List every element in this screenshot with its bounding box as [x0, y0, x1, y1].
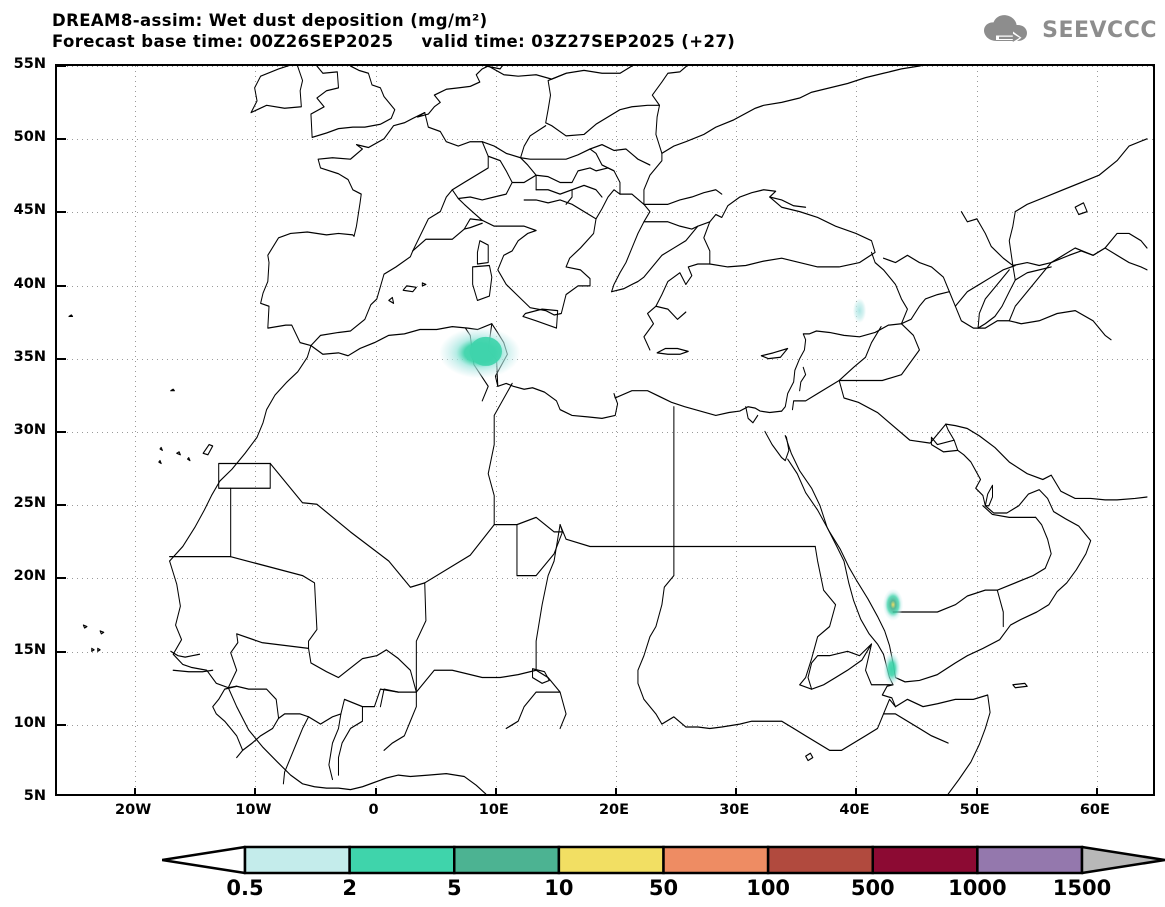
map-geography — [68, 66, 1148, 794]
chart-header: DREAM8-assim: Wet dust deposition (mg/m²… — [52, 10, 735, 52]
gridline-horizontal — [57, 139, 1153, 141]
seevccc-logo: SEEVCCC — [983, 14, 1157, 46]
x-tick-label: 40E — [839, 802, 870, 818]
y-tick-label: 20N — [13, 568, 46, 585]
colorbar-tick-label: 5 — [446, 876, 462, 900]
gridline-horizontal — [57, 505, 1153, 507]
gridline-vertical — [856, 66, 858, 794]
colorbar-tick-label: 500 — [850, 876, 895, 900]
colorbar-over-arrow[interactable] — [1080, 845, 1165, 875]
y-tick-label: 25N — [13, 495, 46, 512]
colorbar-swatches[interactable] — [162, 845, 1165, 875]
gridline-vertical — [616, 66, 618, 794]
tick-left — [57, 504, 66, 507]
y-tick-label: 15N — [13, 641, 46, 658]
chart-title: DREAM8-assim: Wet dust deposition (mg/m²… — [52, 11, 488, 30]
gridline-horizontal — [57, 212, 1153, 214]
y-tick-label: 40N — [13, 275, 46, 292]
colorbar-block-8[interactable] — [976, 845, 1084, 875]
y-tick-label: 10N — [13, 714, 46, 731]
chart-subtitle: Forecast base time: 00Z26SEP2025 valid ti… — [52, 31, 735, 52]
y-tick-label: 55N — [13, 56, 46, 72]
plume-yemen-south — [883, 652, 901, 686]
coastlines-and-borders — [68, 66, 1148, 794]
colorbar-block-3[interactable] — [453, 845, 561, 875]
colorbar-tick-label: 100 — [746, 876, 791, 900]
tick-left — [57, 431, 66, 433]
x-tick-label: 20W — [115, 802, 152, 818]
x-tick-label: 60E — [1079, 802, 1110, 818]
tick-bottom — [494, 788, 497, 794]
tick-bottom — [1095, 788, 1098, 794]
gridline-horizontal — [57, 651, 1153, 653]
y-tick-label: 35N — [13, 348, 46, 365]
gridline-horizontal — [57, 285, 1153, 287]
colorbar-block-6[interactable] — [766, 845, 874, 875]
colorbar-tick-labels: 0.5 2 5 10 50 100 500 1000 1500 — [162, 876, 1165, 904]
gridline-vertical — [1096, 66, 1098, 794]
tick-bottom — [134, 788, 137, 794]
colorbar-tick-label: 50 — [648, 876, 679, 900]
gridline-vertical — [135, 66, 137, 794]
y-tick-label: 50N — [13, 129, 46, 146]
y-tick-label: 30N — [13, 422, 46, 438]
x-tick-label: 10E — [478, 802, 509, 818]
colorbar-block-4[interactable] — [557, 845, 665, 875]
tick-left — [57, 357, 66, 360]
gridline-vertical — [495, 66, 497, 794]
tick-left — [57, 66, 66, 67]
x-tick-label: 0 — [368, 802, 379, 818]
plume-saudi-north — [882, 588, 904, 621]
gridline-horizontal — [57, 358, 1153, 360]
tick-bottom — [735, 788, 738, 794]
gridline-horizontal — [57, 432, 1153, 433]
map-plot-area[interactable] — [55, 64, 1155, 796]
tick-bottom — [855, 788, 858, 794]
tick-bottom — [975, 788, 978, 794]
colorbar-tick-label: 1000 — [948, 876, 1007, 900]
y-tick-label: 5N — [23, 788, 46, 804]
x-tick-label: 20E — [598, 802, 630, 818]
tick-left — [57, 138, 66, 141]
gridline-vertical — [255, 66, 257, 794]
gridline-vertical — [375, 66, 377, 794]
colorbar-block-2[interactable] — [348, 845, 456, 875]
gridline-horizontal — [57, 578, 1153, 580]
gridline-vertical — [976, 66, 978, 794]
forecast-base-time: Forecast base time: 00Z26SEP2025 — [52, 32, 394, 51]
dust-deposition-field — [439, 298, 904, 686]
logo-text: SEEVCCC — [1042, 17, 1157, 43]
colorbar-tick-label: 10 — [544, 876, 574, 900]
colorbar-block-5[interactable] — [662, 845, 770, 875]
colorbar-block-1[interactable] — [243, 845, 351, 875]
plume-black-sea-trace — [852, 298, 867, 323]
y-tick-label: 45N — [13, 202, 46, 219]
colorbar-tick-label: 0.5 — [226, 876, 264, 900]
tick-left — [57, 650, 66, 653]
plume-tunisia-core — [469, 336, 502, 366]
cloud-arrow-icon — [984, 15, 1028, 44]
gridline-vertical — [736, 66, 738, 794]
tick-left — [57, 723, 66, 726]
x-tick-label: 30E — [719, 802, 750, 818]
colorbar-under-arrow[interactable] — [162, 845, 247, 875]
tick-bottom — [254, 788, 257, 794]
tick-left — [57, 211, 66, 214]
x-tick-label: 10W — [235, 802, 272, 818]
x-tick-label: 50E — [959, 802, 990, 818]
colorbar-tick-label: 2 — [342, 876, 357, 900]
gridline-horizontal — [57, 66, 1153, 67]
tick-bottom — [374, 788, 377, 794]
tick-left — [57, 577, 66, 580]
tick-bottom — [615, 788, 618, 794]
colorbar-block-7[interactable] — [871, 845, 979, 875]
colorbar-legend[interactable]: 0.5 2 5 10 50 100 500 1000 1500 — [0, 840, 1165, 907]
valid-time: valid time: 03Z27SEP2025 (+27) — [421, 32, 736, 51]
colorbar-tick-label: 1500 — [1052, 876, 1112, 900]
tick-left — [57, 284, 66, 287]
gridline-horizontal — [57, 724, 1153, 726]
